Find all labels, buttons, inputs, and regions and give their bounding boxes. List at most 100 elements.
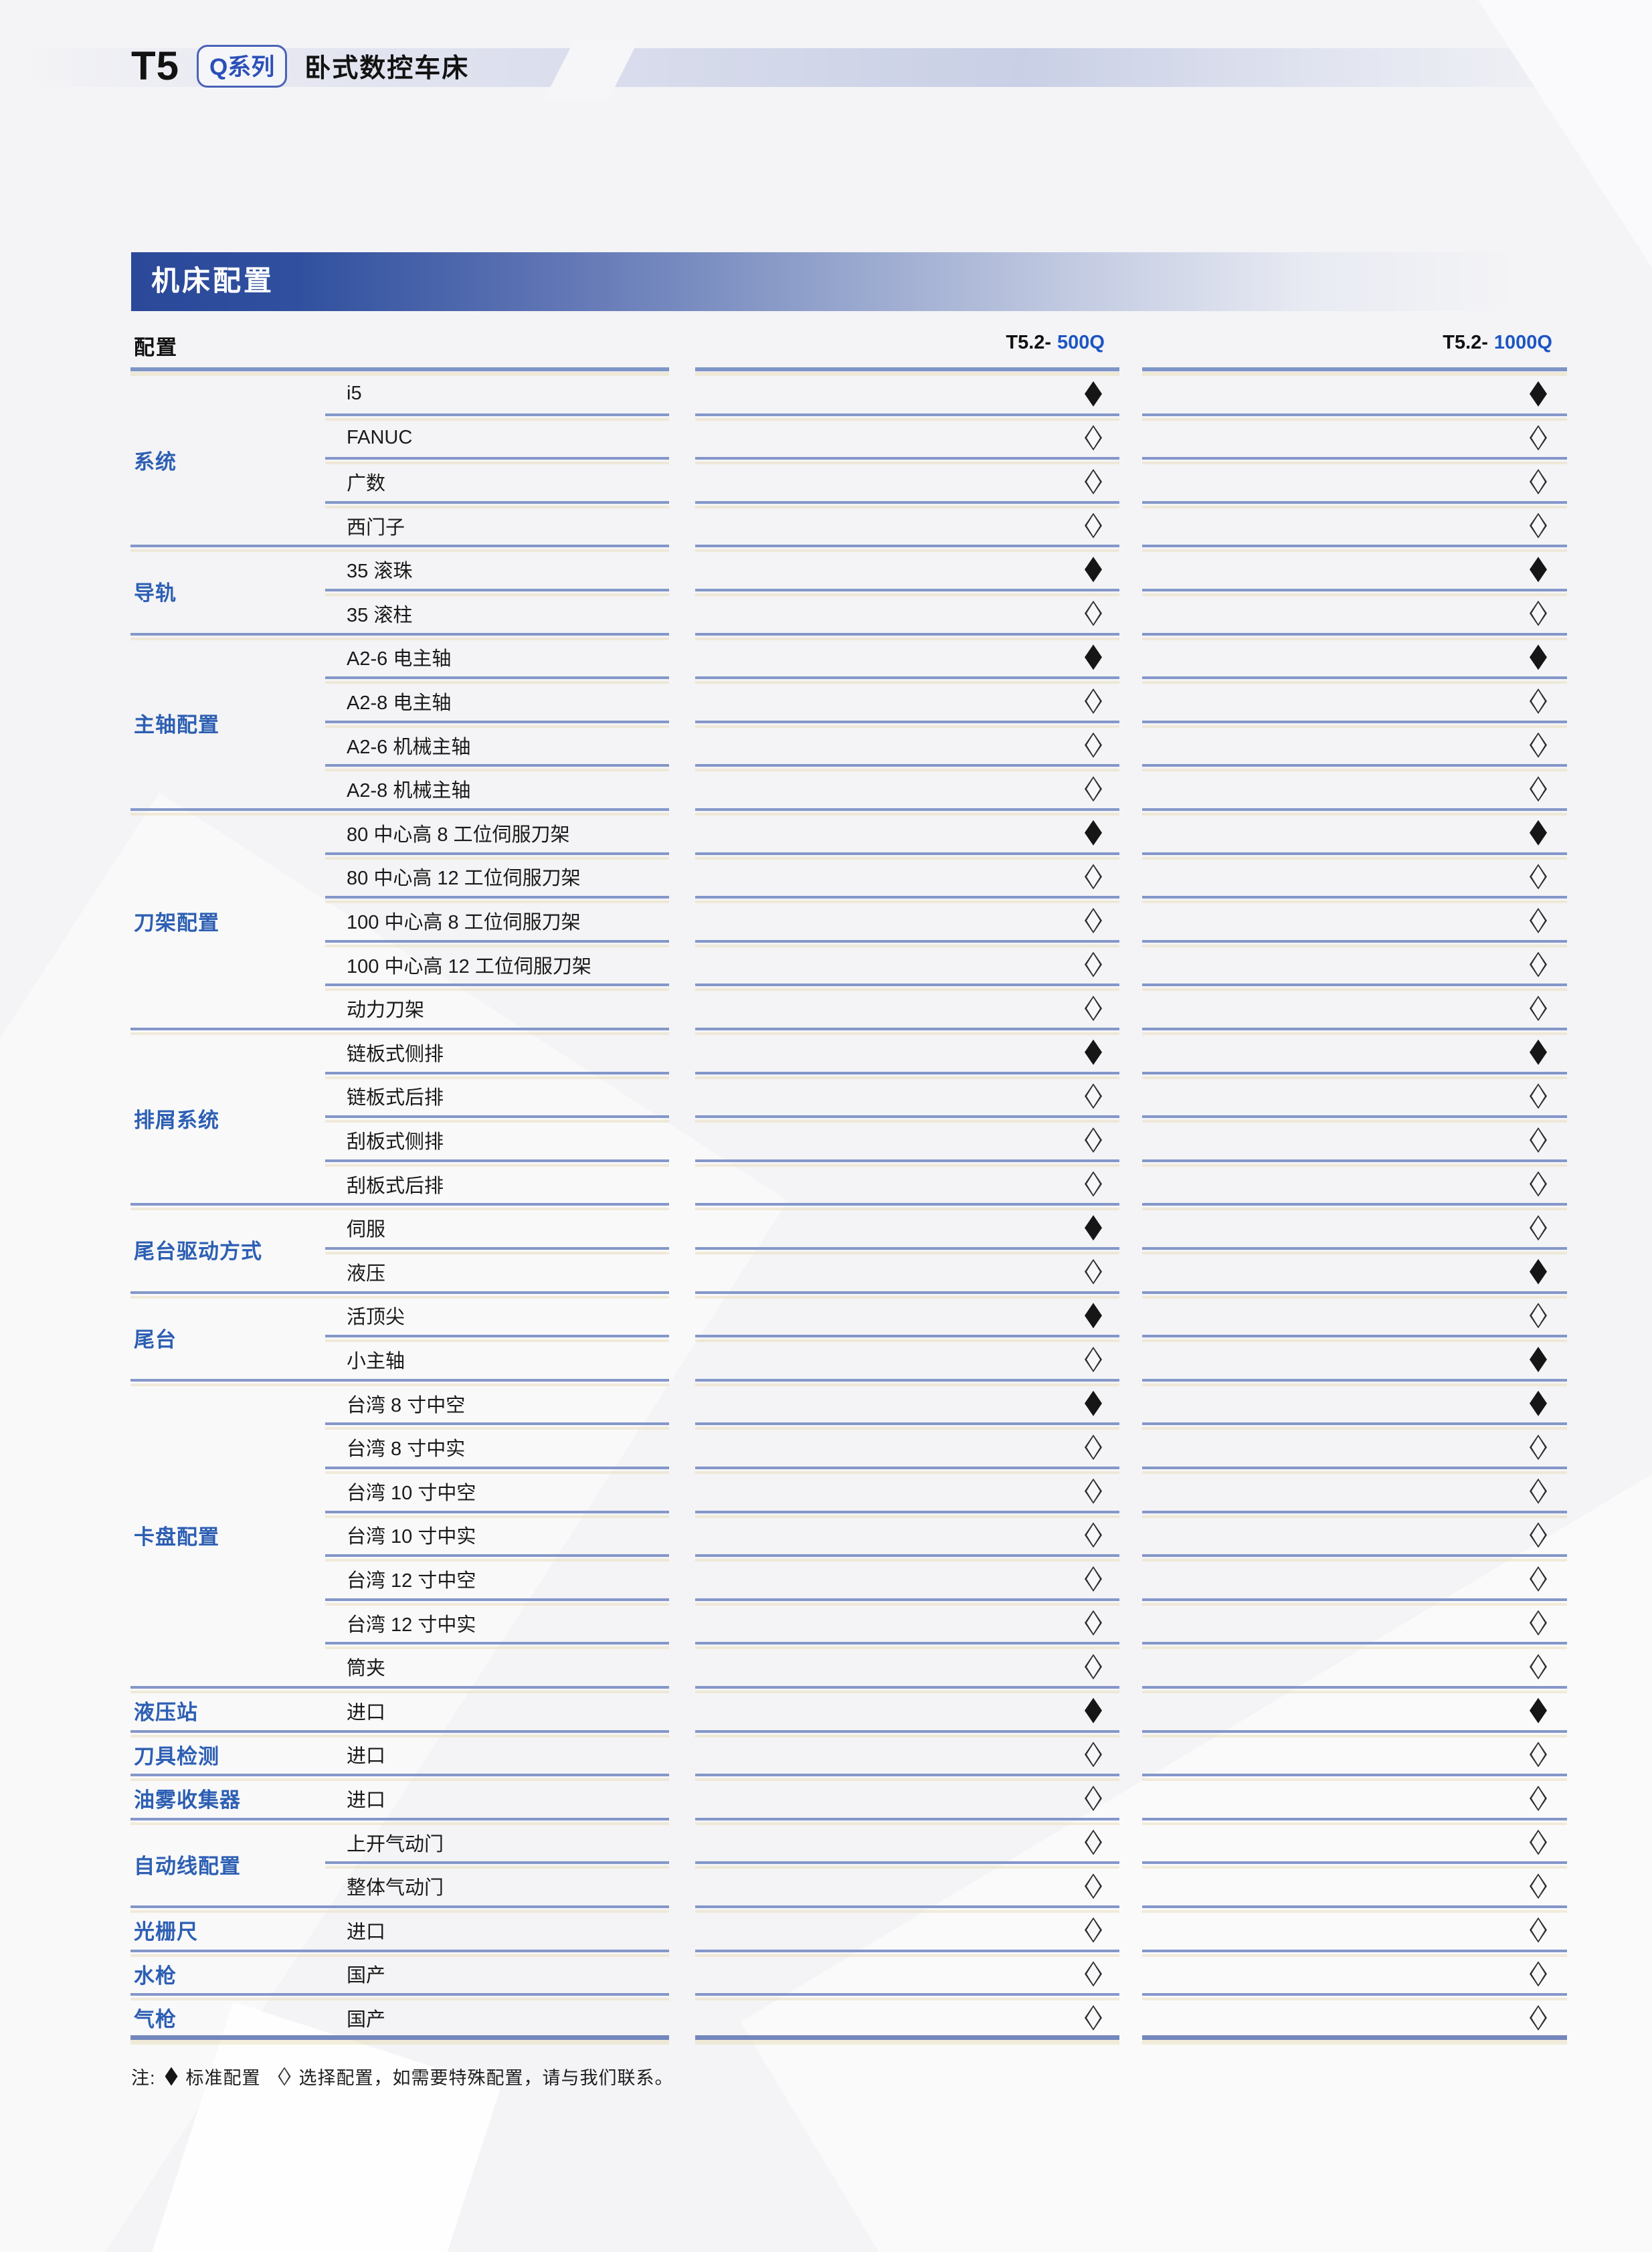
header-rule-col2 — [1142, 367, 1567, 371]
row-rule-col1 — [695, 1291, 1119, 1294]
item-label: 台湾 8 寸中空 — [347, 1394, 466, 1416]
hollow-diamond-icon — [1085, 1171, 1102, 1197]
hollow-diamond-icon — [1530, 425, 1547, 451]
hollow-diamond-icon — [1085, 1566, 1102, 1592]
item-label: 国产 — [347, 2008, 386, 2031]
row-rule-left — [130, 808, 669, 811]
hollow-diamond-icon — [1530, 1127, 1547, 1153]
filled-diamond-icon — [1085, 820, 1102, 846]
item-label: 刮板式侧排 — [347, 1131, 444, 1153]
hollow-diamond-icon — [1530, 732, 1547, 758]
category-label: 系统 — [134, 450, 177, 474]
item-label: 进口 — [347, 1921, 386, 1943]
row-rule-left — [325, 457, 669, 460]
row-rule-col1 — [695, 632, 1119, 636]
hollow-diamond-icon — [1085, 1742, 1102, 1768]
row-rule-col1 — [695, 852, 1119, 855]
hollow-diamond-icon — [1085, 1434, 1102, 1461]
hollow-diamond-icon — [1085, 688, 1102, 714]
row-rule-left — [325, 1115, 669, 1119]
item-label: 动力刀架 — [347, 1000, 425, 1022]
row-rule-col1 — [695, 413, 1119, 416]
row-rule-col2 — [1142, 808, 1567, 811]
column-prefix: T5.2- — [1443, 332, 1488, 353]
row-rule-col1 — [695, 1027, 1119, 1030]
row-rule-col2 — [1142, 1291, 1567, 1294]
row-rule-left — [325, 764, 669, 767]
category-label: 主轴配置 — [134, 713, 219, 737]
item-label: 80 中心高 8 工位伺服刀架 — [347, 824, 570, 846]
hollow-diamond-icon — [1530, 688, 1547, 714]
row-rule-left — [130, 1729, 669, 1733]
filled-diamond-icon — [1085, 1390, 1102, 1416]
table-row: 刮板式后排 — [0, 1162, 1652, 1206]
row-rule-left — [325, 1510, 669, 1513]
filled-diamond-icon — [1085, 644, 1102, 670]
footnote-legend: 注: 标准配置 选择配置，如需要特殊配置，请与我们联系。 — [131, 2063, 674, 2089]
hollow-diamond-icon — [1530, 1303, 1547, 1329]
hollow-diamond-icon — [1085, 1610, 1102, 1636]
row-rule-col2 — [1142, 500, 1567, 504]
filled-diamond-icon — [1530, 381, 1547, 407]
row-rule-col2 — [1142, 764, 1567, 767]
table-row: 进口 — [0, 1776, 1652, 1820]
filled-diamond-icon — [1085, 1039, 1102, 1065]
item-label: 链板式侧排 — [347, 1043, 444, 1065]
category-label: 尾台驱动方式 — [134, 1240, 262, 1264]
item-label: 台湾 12 寸中空 — [347, 1570, 476, 1592]
hollow-diamond-icon — [1085, 1083, 1102, 1109]
hollow-diamond-icon — [1085, 1346, 1102, 1372]
item-label: 广数 — [347, 472, 386, 494]
table-row: 国产 — [0, 1952, 1652, 1996]
item-label: 伺服 — [347, 1219, 386, 1241]
table-row: 100 中心高 8 工位伺服刀架 — [0, 899, 1652, 943]
hollow-diamond-icon — [1530, 1215, 1547, 1241]
item-label: FANUC — [347, 426, 413, 448]
item-label: 小主轴 — [347, 1350, 405, 1372]
filled-diamond-icon — [1530, 557, 1547, 583]
row-rule-left — [130, 632, 669, 636]
hollow-diamond-icon — [278, 2067, 291, 2086]
table-row: 台湾 12 寸中实 — [0, 1601, 1652, 1645]
filled-diamond-icon — [1085, 557, 1102, 583]
hollow-diamond-icon — [1530, 1785, 1547, 1811]
hollow-diamond-icon — [1530, 951, 1547, 977]
row-rule-left — [130, 1685, 669, 1689]
table-row: 小主轴 — [0, 1337, 1652, 1382]
hollow-diamond-icon — [1530, 1917, 1547, 1943]
table-row: 35 滚珠 — [0, 547, 1652, 591]
item-label: 35 滚珠 — [347, 561, 413, 583]
row-rule-col1 — [695, 1159, 1119, 1162]
column-model: 500Q — [1057, 332, 1105, 353]
row-rule-col1 — [695, 1203, 1119, 1206]
section-banner-title: 机床配置 — [151, 265, 275, 296]
item-label: 台湾 10 寸中空 — [347, 1482, 476, 1504]
row-rule-col2 — [1142, 1115, 1567, 1119]
filled-diamond-icon — [1530, 1390, 1547, 1416]
item-label: 整体气动门 — [347, 1877, 444, 1899]
hollow-diamond-icon — [1530, 1610, 1547, 1636]
item-label: 进口 — [347, 1789, 386, 1811]
table-row: 80 中心高 8 工位伺服刀架 — [0, 811, 1652, 855]
filled-diamond-icon — [1085, 381, 1102, 407]
item-label: 台湾 12 寸中实 — [347, 1614, 476, 1636]
row-rule-col1 — [695, 939, 1119, 943]
item-label: 35 滚柱 — [347, 604, 413, 626]
hollow-diamond-icon — [1530, 512, 1547, 539]
row-rule-col1 — [695, 676, 1119, 680]
item-label: 活顶尖 — [347, 1307, 405, 1329]
row-rule-col2 — [1142, 1246, 1567, 1250]
table-row: 国产 — [0, 1996, 1652, 2040]
item-label: 100 中心高 8 工位伺服刀架 — [347, 911, 581, 933]
hollow-diamond-icon — [1085, 1961, 1102, 1987]
hollow-diamond-icon — [1085, 907, 1102, 933]
row-rule-left — [325, 413, 669, 416]
row-rule-left — [130, 1905, 669, 1908]
hollow-diamond-icon — [1530, 1083, 1547, 1109]
item-label: 台湾 8 寸中实 — [347, 1438, 466, 1461]
hollow-diamond-icon — [1085, 864, 1102, 890]
section-banner: 机床配置 — [131, 252, 1522, 311]
table-row: 台湾 10 寸中空 — [0, 1469, 1652, 1513]
category-label: 液压站 — [134, 1701, 198, 1725]
row-rule-left — [325, 588, 669, 591]
